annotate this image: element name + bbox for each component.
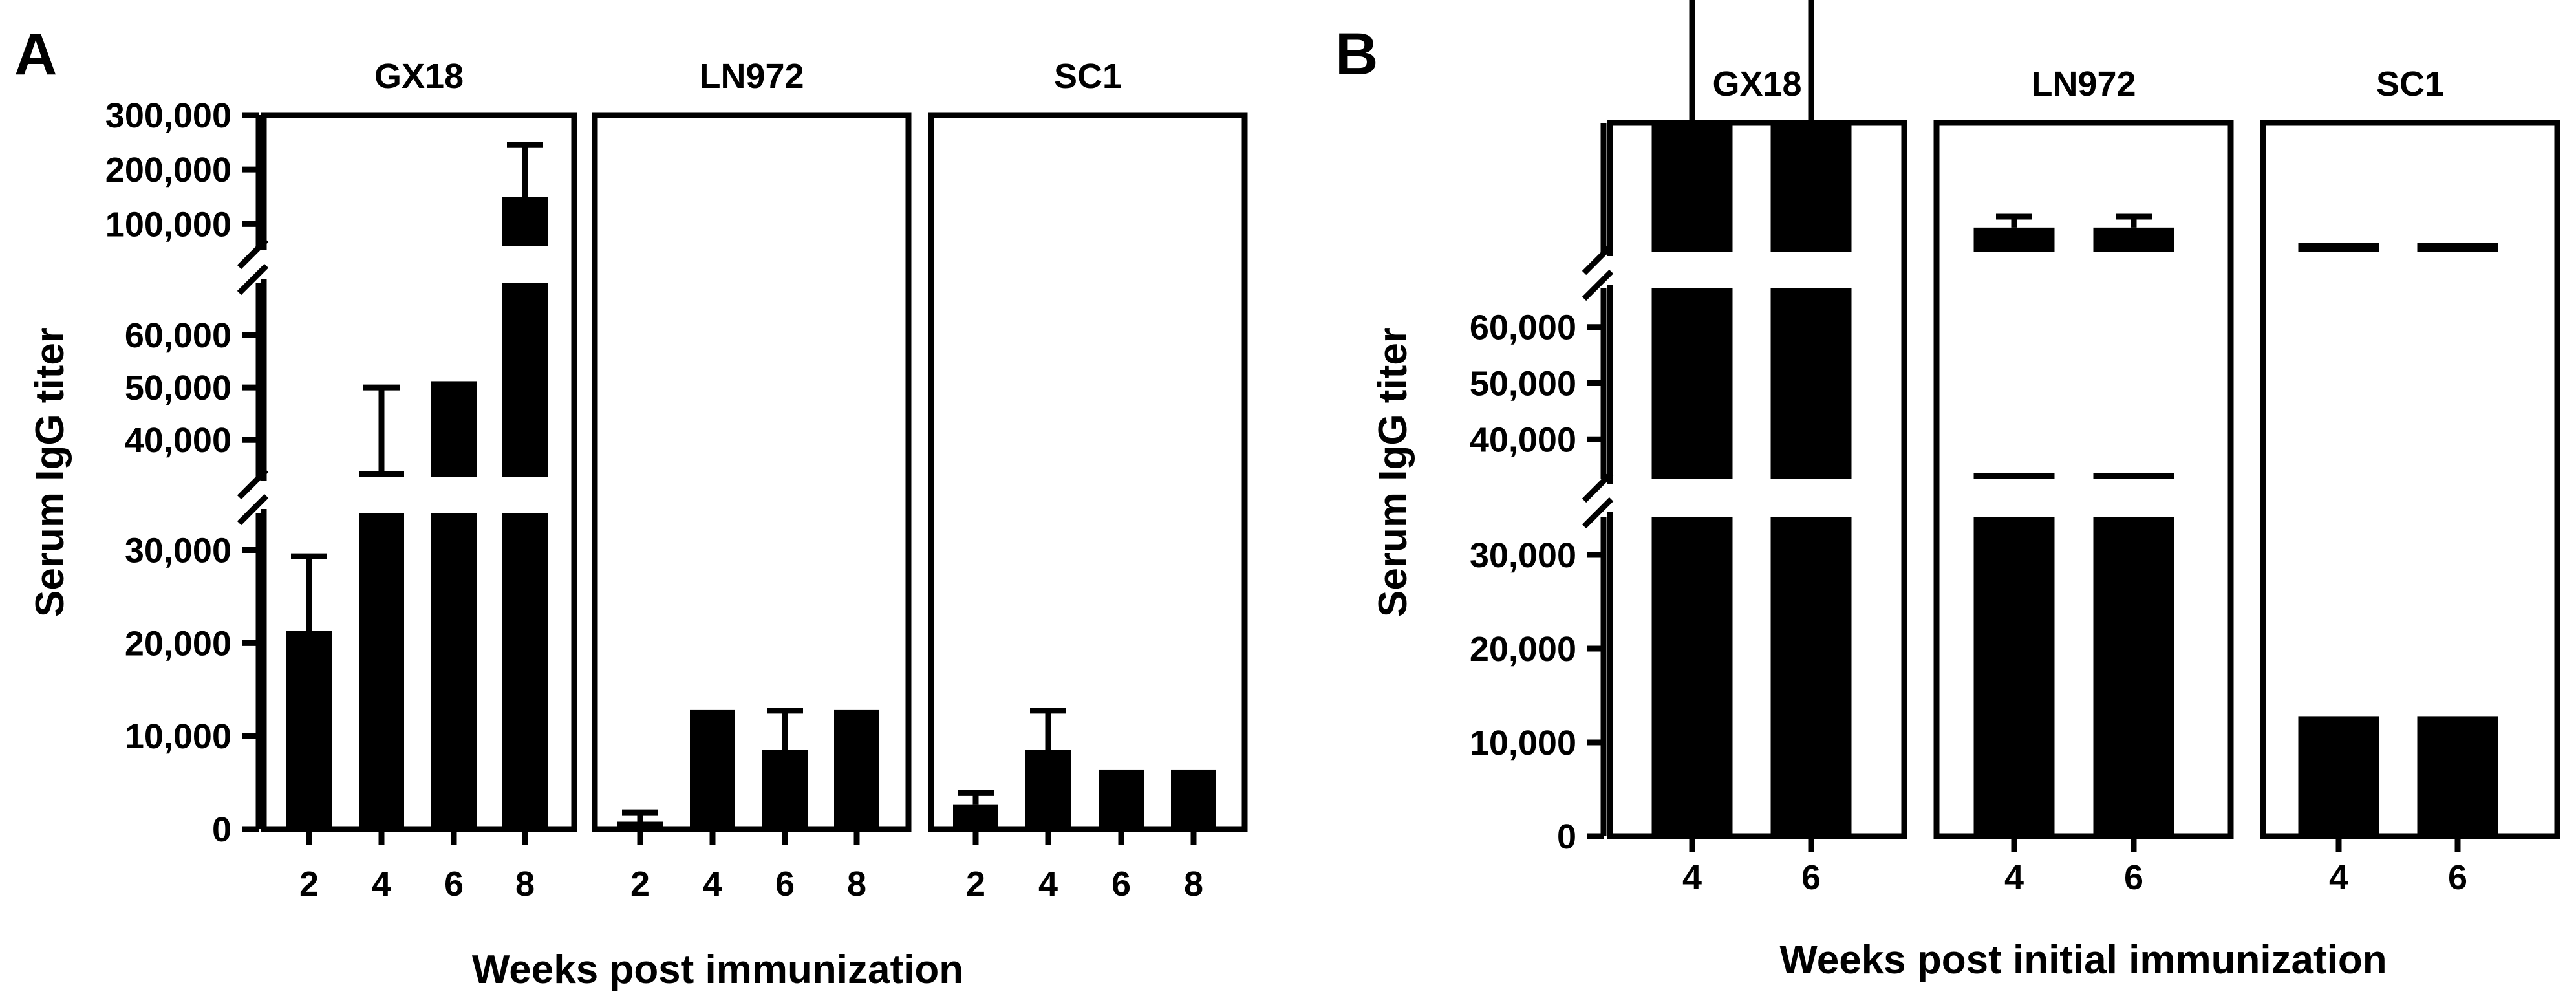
group-title: GX18 [1712,65,1801,103]
group-frame [1933,120,2234,839]
x-tick-label: 6 [775,865,795,903]
x-tick-label: 4 [2329,858,2348,897]
x-tick-label: 4 [1682,858,1702,897]
y-tick-label: 20,000 [1470,630,1576,669]
x-tick-label: 2 [630,865,650,903]
y-tick-label: 0 [1557,817,1576,856]
bar [359,471,404,477]
axis-break-mark [1582,471,1614,503]
bar [690,709,735,829]
bar [286,631,332,829]
bar [1973,227,2055,252]
bar [2093,227,2174,252]
bar [1770,288,1852,479]
group-frame [928,112,1248,832]
x-tick-label: 6 [2448,858,2467,897]
bar [2093,473,2174,479]
y-axis-label: Serum IgG titer [1371,327,1415,617]
bar [431,381,477,477]
x-tick-label: 4 [703,865,722,903]
x-tick-label: 4 [1038,865,1058,903]
bar [953,804,998,829]
group-title: LN972 [2031,65,2136,103]
x-tick-label: 8 [515,865,535,903]
bar [1171,769,1216,829]
x-tick-label: 6 [1111,865,1131,903]
axis-break-mark [237,468,269,500]
y-tick-label: 60,000 [1470,308,1576,347]
x-tick-label: 2 [966,865,985,903]
group-title: GX18 [374,57,464,96]
bar [1025,750,1071,829]
y-tick-label: 50,000 [1470,365,1576,404]
y-tick-label: 100,000 [105,205,231,244]
bar [2298,243,2379,252]
y-tick-label: 40,000 [1470,420,1576,459]
group-frame [2260,120,2560,839]
panel-label: B [1335,21,1378,87]
bar [1099,769,1144,829]
y-tick-label: 40,000 [125,421,231,460]
y-tick-label: 20,000 [125,624,231,663]
group-title: SC1 [1054,57,1122,96]
x-tick-label: 6 [444,865,464,903]
bar [359,513,404,829]
axis-break-mark [1582,269,1614,301]
x-axis-label: Weeks post immunization [472,947,963,992]
bar [2298,716,2379,836]
bar [502,283,548,477]
y-tick-label: 50,000 [125,369,231,407]
x-tick-label: 8 [1184,865,1203,903]
axis-break-mark [1582,497,1614,529]
x-tick-label: 4 [372,865,391,903]
bar [2417,243,2498,252]
bar [1770,517,1852,836]
group-title: SC1 [2376,65,2444,103]
bar [502,197,548,246]
axis-break-mark [237,263,269,296]
bar [1973,517,2055,836]
bar [502,513,548,829]
group-frame [1607,120,1907,839]
bar [2093,517,2174,836]
x-axis-label: Weeks post initial immunization [1779,938,2387,982]
bar [1651,517,1733,836]
bar [617,821,663,829]
bar [762,750,808,829]
y-tick-label: 300,000 [105,96,231,135]
axis-break-mark [237,237,269,270]
bar [1770,123,1852,252]
axis-break-mark [1582,243,1614,276]
x-tick-label: 8 [847,865,866,903]
y-axis-label: Serum IgG titer [28,327,72,617]
bar [1651,288,1733,479]
y-tick-label: 200,000 [105,151,231,189]
bar [1651,123,1733,252]
axis-break-mark [237,493,269,526]
y-tick-label: 10,000 [1470,724,1576,762]
bar [2417,716,2498,836]
y-tick-label: 30,000 [125,532,231,570]
panel-label: A [14,21,57,87]
bar [834,709,879,829]
group-frame [592,112,912,832]
x-tick-label: 4 [2004,858,2024,897]
y-tick-label: 30,000 [1470,536,1576,575]
y-tick-label: 0 [212,810,231,849]
x-tick-label: 6 [1801,858,1821,897]
bar [1973,473,2055,479]
y-tick-label: 60,000 [125,316,231,355]
bar [431,513,477,829]
group-title: LN972 [699,57,804,96]
y-tick-label: 10,000 [125,717,231,756]
x-tick-label: 2 [299,865,319,903]
x-tick-label: 6 [2124,858,2143,897]
